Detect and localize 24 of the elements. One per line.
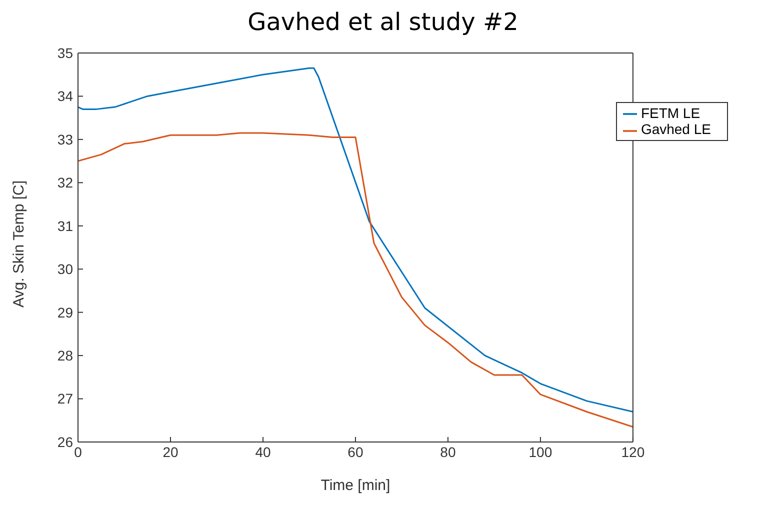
y-tick-label: 31 [57,218,74,234]
y-tick-label: 27 [57,390,74,407]
y-tick-label: 26 [57,434,74,450]
chart-title: Gavhed et al study #2 [246,8,520,38]
x-tick-label: 20 [162,444,178,460]
y-tick-label: 30 [57,261,74,278]
y-tick-label: 28 [57,348,74,364]
y-tick-label: 29 [57,304,74,320]
legend-label: FETM LE [640,105,700,121]
x-tick-label: 120 [621,444,645,460]
x-tick-label: 80 [440,444,456,460]
line-series [78,132,633,428]
y-axis-title: Avg. Skin Temp [C] [10,180,28,308]
x-tick-label: 60 [348,444,364,460]
y-tick-label: 33 [57,131,74,148]
legend-label: Gavhed LE [640,121,711,138]
y-tick-label: 35 [57,44,74,61]
y-tick-label: 32 [57,174,74,191]
y-tick-label: 34 [57,88,74,104]
x-tick-label: 40 [255,444,271,460]
line-series [78,67,633,412]
x-tick-label: 100 [528,444,552,460]
x-tick-label: 0 [74,444,82,460]
x-axis-title: Time [min] [320,477,390,494]
